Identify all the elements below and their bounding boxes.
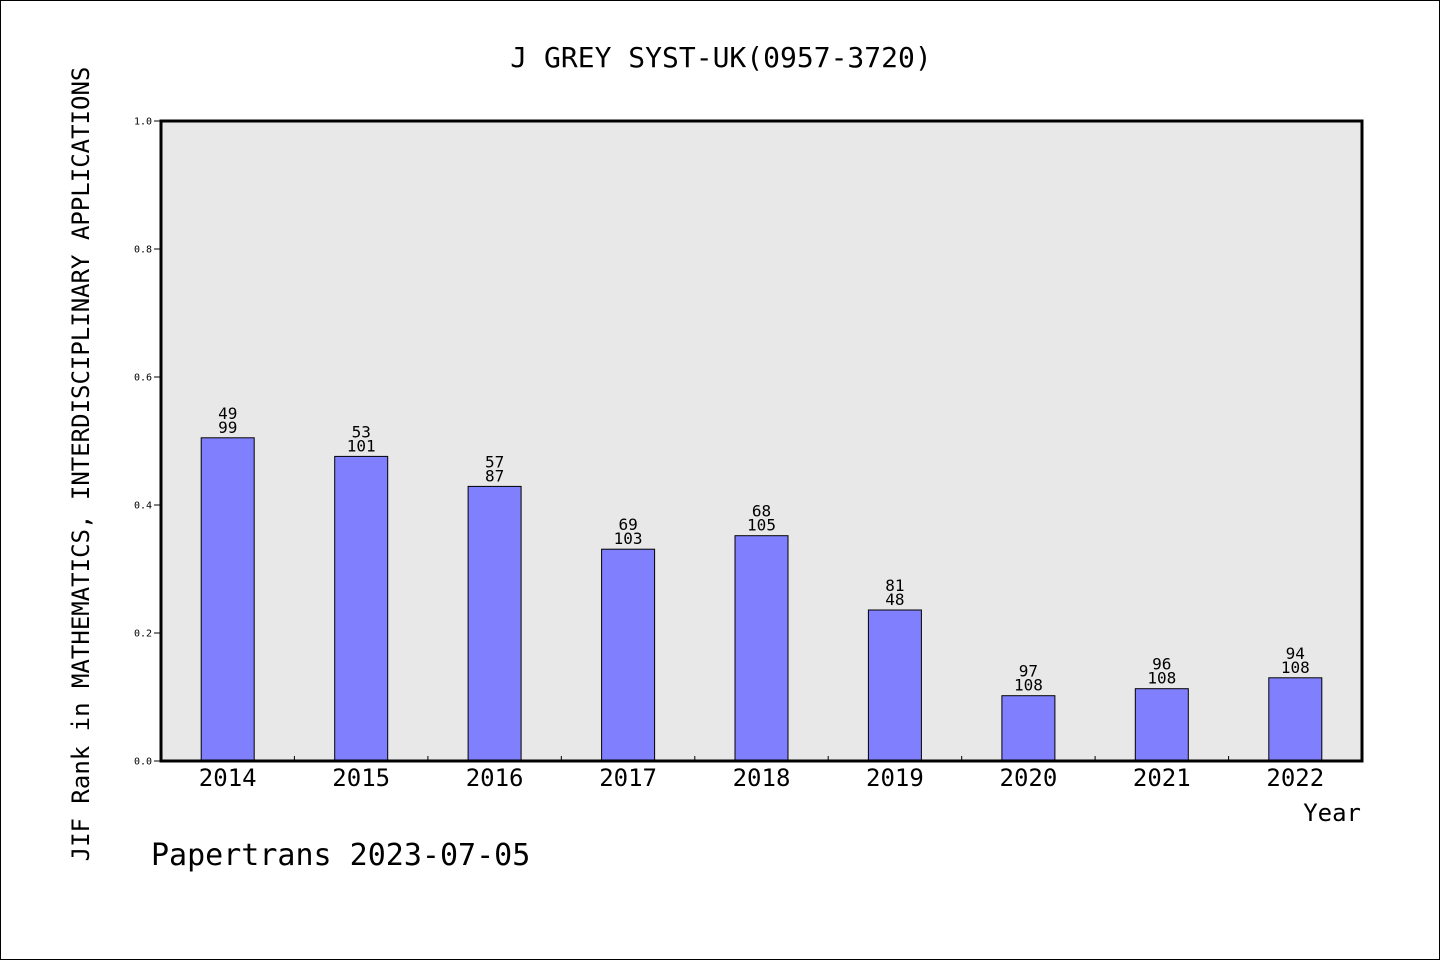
y-tick-label-0.2: 0.2 [134,629,152,640]
bar-label-top-2016: 57 [485,452,504,471]
bar-label-bottom-2014: 99 [218,418,237,437]
bar-2021 [1134,688,1189,762]
bar-label-top-2022: 94 [1286,644,1305,663]
y-tick-label-0.8: 0.8 [134,245,152,256]
y-tick-label-0.6: 0.6 [134,373,152,384]
y-axis-label: JIF Rank in MATHEMATICS, INTERDISCIPLINA… [67,67,95,862]
plot-border [159,119,1364,763]
x-tick-label-2018: 2018 [733,764,791,792]
bar-label-bottom-2021: 108 [1147,669,1176,688]
x-tick-label-2019: 2019 [866,764,924,792]
bar-2019 [867,609,922,762]
bar-label-top-2021: 96 [1152,655,1171,674]
footer-text: Papertrans 2023-07-05 [151,838,530,873]
bar-2020 [1001,695,1056,762]
x-tick-label-2014: 2014 [199,764,257,792]
bar-label-top-2019: 81 [885,576,904,595]
bar-label-top-2018: 68 [752,502,771,521]
y-tick-label-0.4: 0.4 [134,501,152,512]
y-tick-label-1.0: 1.0 [134,117,152,128]
bar-2017 [601,548,656,762]
x-tick-label-2020: 2020 [1000,764,1058,792]
y-tick-label-0.0: 0.0 [134,757,152,768]
bar-2018 [734,535,789,762]
x-tick-label-2021: 2021 [1133,764,1191,792]
chart-title: J GREY SYST-UK(0957-3720) [510,41,931,74]
x-tick-label-2015: 2015 [332,764,390,792]
x-tick-label-2022: 2022 [1266,764,1324,792]
bar-2016 [467,485,522,762]
bar-2015 [334,455,389,762]
bar-label-top-2015: 53 [352,422,371,441]
bar-label-top-2014: 49 [218,404,237,423]
bar-2014 [200,437,255,762]
bar-label-bottom-2018: 105 [747,516,776,535]
x-axis-label: Year [1303,799,1361,827]
bar-label-bottom-2015: 101 [347,436,376,455]
bar-label-bottom-2017: 103 [614,529,643,548]
x-tick-label-2016: 2016 [466,764,524,792]
bar-label-bottom-2019: 48 [885,590,904,609]
bar-label-bottom-2016: 87 [485,466,504,485]
bar-label-bottom-2020: 108 [1014,676,1043,695]
bar-label-top-2017: 69 [618,515,637,534]
bar-2022 [1268,677,1323,762]
bar-label-top-2020: 97 [1019,662,1038,681]
x-tick-label-2017: 2017 [599,764,657,792]
bar-label-bottom-2022: 108 [1281,658,1310,677]
